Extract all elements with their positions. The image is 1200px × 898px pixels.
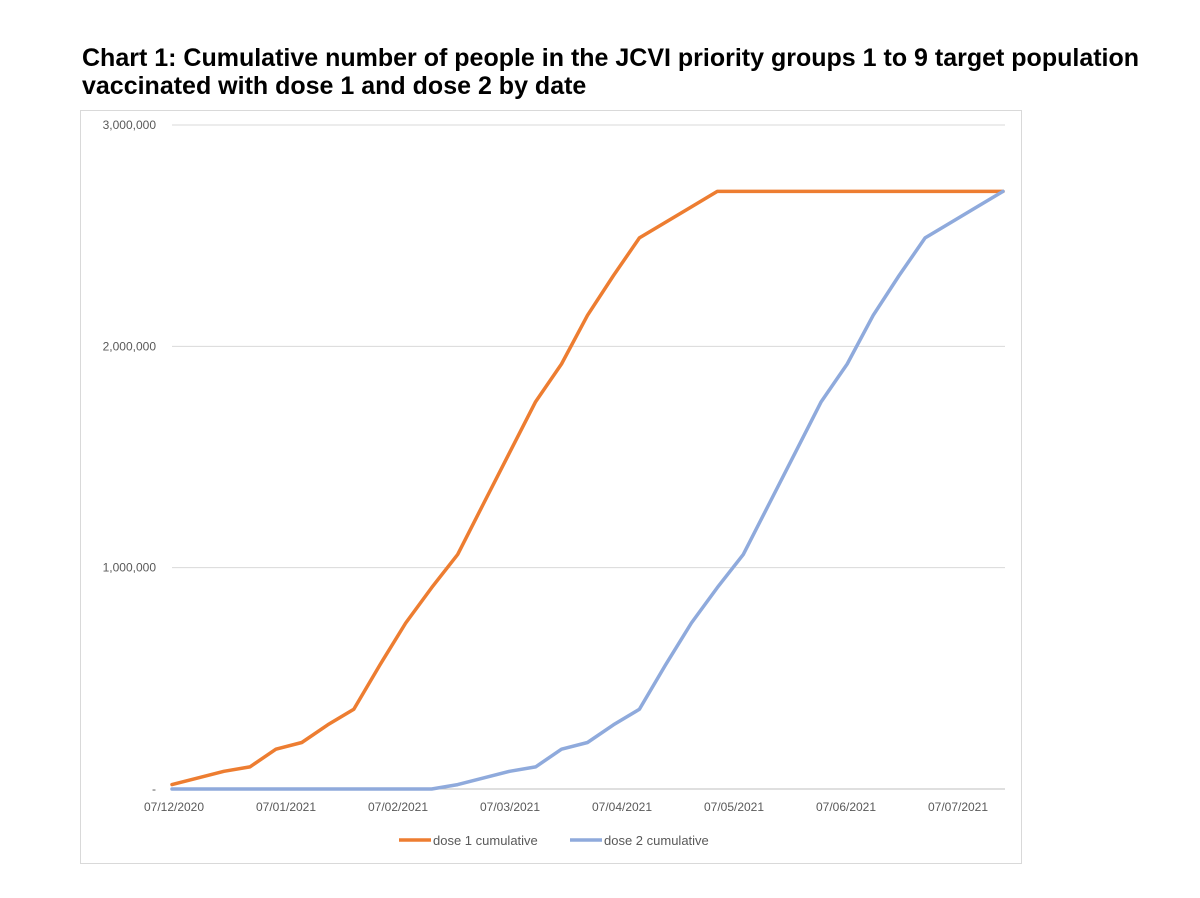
y-tick-label: 2,000,000 — [103, 339, 157, 353]
legend-label: dose 1 cumulative — [433, 833, 538, 848]
gridlines — [172, 124, 1005, 790]
series-line-dose-2 — [170, 189, 1005, 791]
x-tick-label: 07/06/2021 — [816, 800, 876, 814]
y-tick-label: - — [152, 782, 156, 796]
x-tick-label: 07/12/2020 — [144, 800, 204, 814]
series-line-dose-1 — [170, 189, 1005, 787]
x-tick-label: 07/07/2021 — [928, 800, 988, 814]
series-lines — [170, 189, 1005, 791]
legend: dose 1 cumulative dose 2 cumulative — [399, 833, 709, 848]
x-tick-label: 07/01/2021 — [256, 800, 316, 814]
y-tick-label: 1,000,000 — [103, 561, 157, 575]
chart-frame — [80, 110, 1022, 864]
x-tick-label: 07/03/2021 — [480, 800, 540, 814]
chart-title: Chart 1: Cumulative number of people in … — [82, 44, 1140, 100]
legend-label: dose 2 cumulative — [604, 833, 709, 848]
x-tick-label: 07/04/2021 — [592, 800, 652, 814]
axes: - 1,000,000 2,000,000 3,000,000 07/12/2020 07… — [103, 118, 989, 814]
y-tick-label: 3,000,000 — [103, 118, 157, 132]
x-tick-label: 07/02/2021 — [368, 800, 428, 814]
x-tick-label: 07/05/2021 — [704, 800, 764, 814]
